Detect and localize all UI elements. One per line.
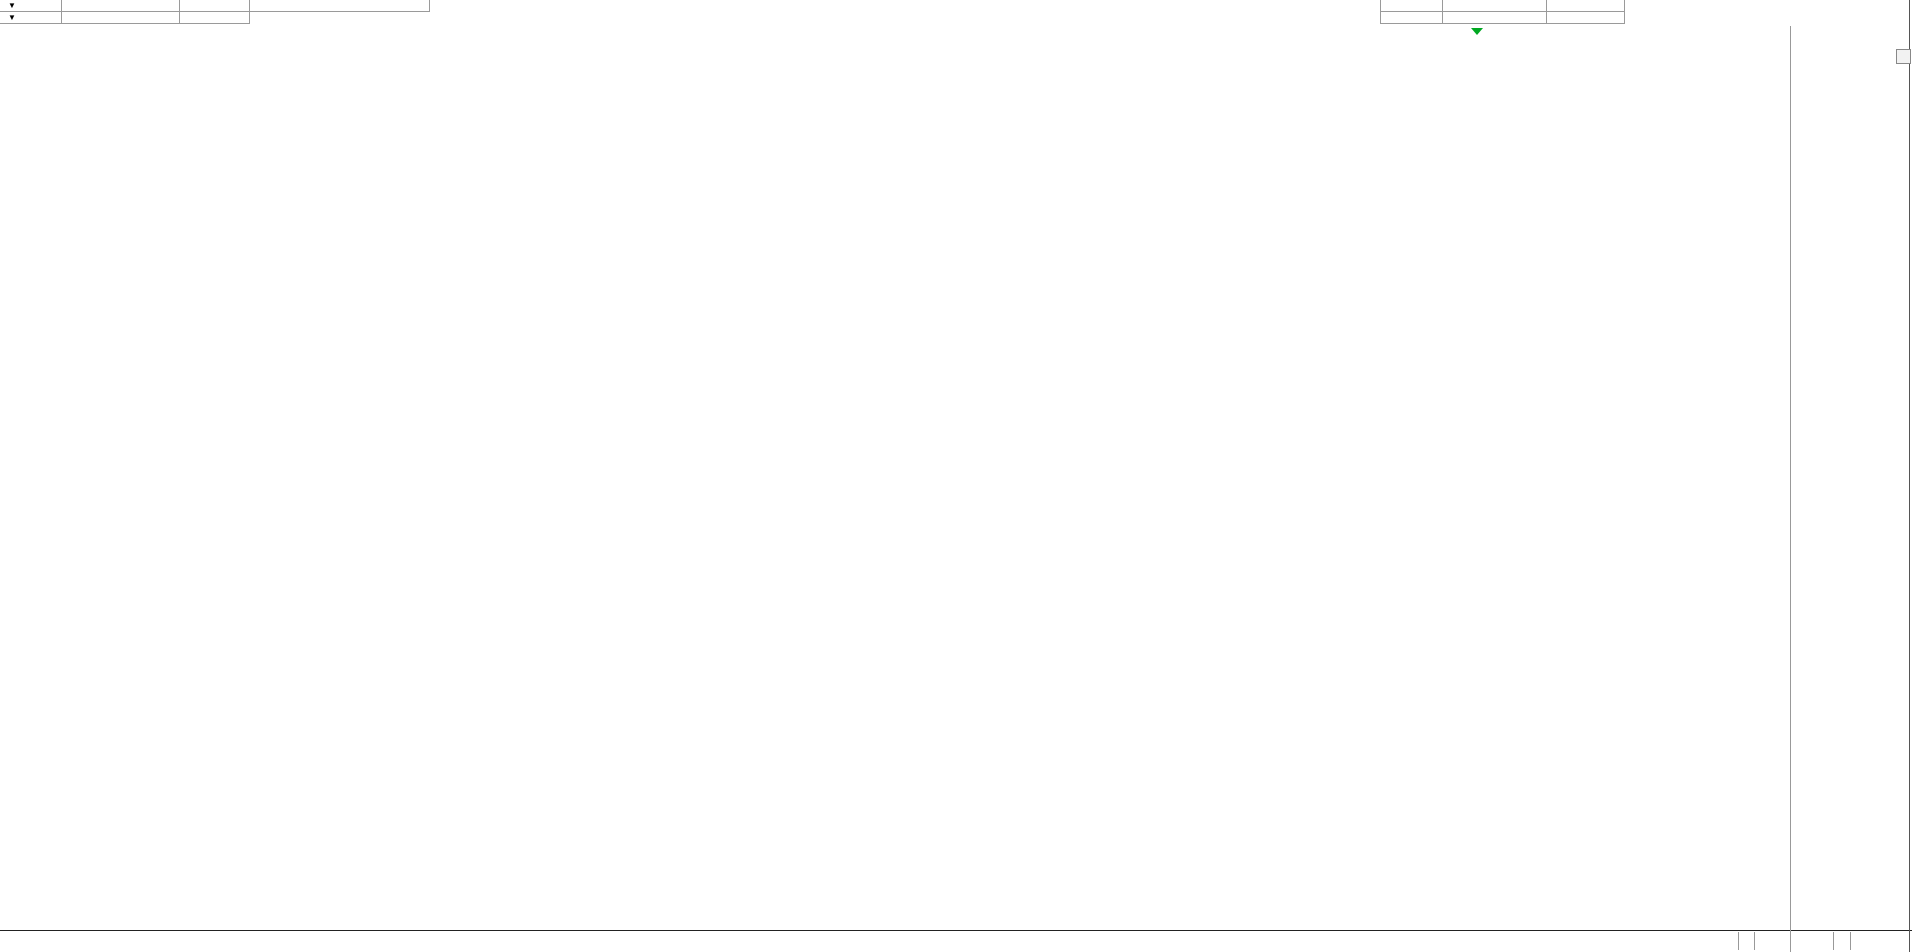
period-dropdown[interactable]: ▼ [0, 12, 62, 24]
symbol-cell [180, 0, 250, 12]
volume-cell [1547, 12, 1625, 24]
range-end-date [1758, 932, 1816, 950]
period-high-cell [1443, 0, 1547, 12]
group-cell [1380, 0, 1443, 12]
feed-cell [1380, 12, 1443, 24]
instrument-name-cell [250, 0, 430, 12]
range-end-marker [1738, 932, 1755, 950]
price-axis [1791, 26, 1910, 930]
axis-divider [1790, 26, 1791, 952]
window-right-border [1909, 0, 1910, 952]
collapse-button[interactable] [1896, 49, 1911, 64]
symbol-short-cell [180, 12, 250, 24]
last-price-tag [1846, 26, 1912, 43]
bars-count-dropdown[interactable]: ▼ [0, 0, 62, 12]
period-low-cell [1443, 12, 1547, 24]
last-price-cell [1547, 0, 1625, 12]
start-date-field[interactable] [62, 0, 180, 12]
chevron-down-icon: ▼ [8, 13, 16, 22]
time-axis [0, 930, 1912, 952]
scrollbar-cap[interactable] [1813, 933, 1833, 951]
corner-end-date [1855, 932, 1911, 950]
corner-range-marker [1833, 932, 1851, 950]
last-bar-marker-icon [1471, 28, 1483, 35]
chevron-down-icon: ▼ [8, 1, 16, 10]
end-date-field[interactable] [62, 12, 180, 24]
